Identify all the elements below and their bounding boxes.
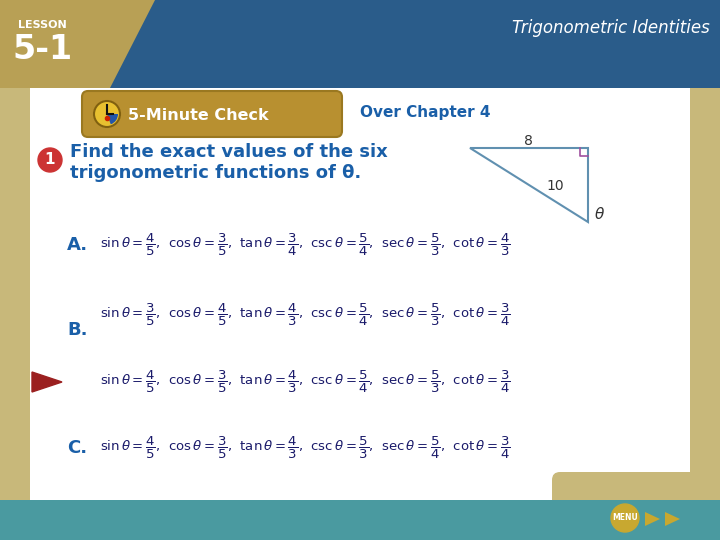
Bar bbox=[30, 88, 690, 503]
Text: $\sin\theta = \dfrac{3}{5}$,  $\cos\theta = \dfrac{4}{5}$,  $\tan\theta = \dfrac: $\sin\theta = \dfrac{3}{5}$, $\cos\theta… bbox=[100, 302, 510, 328]
Polygon shape bbox=[665, 512, 680, 526]
Text: LESSON: LESSON bbox=[18, 20, 67, 30]
Circle shape bbox=[38, 148, 62, 172]
Text: $\sin\theta = \dfrac{4}{5}$,  $\cos\theta = \dfrac{3}{5}$,  $\tan\theta = \dfrac: $\sin\theta = \dfrac{4}{5}$, $\cos\theta… bbox=[100, 435, 510, 461]
Polygon shape bbox=[0, 0, 155, 88]
Polygon shape bbox=[645, 512, 660, 526]
Wedge shape bbox=[107, 114, 118, 124]
Circle shape bbox=[94, 101, 120, 127]
Text: 10: 10 bbox=[546, 179, 564, 193]
Text: $\theta$: $\theta$ bbox=[595, 206, 606, 222]
Polygon shape bbox=[470, 148, 588, 222]
Text: 8: 8 bbox=[523, 134, 532, 148]
Text: $\sin\theta = \dfrac{4}{5}$,  $\cos\theta = \dfrac{3}{5}$,  $\tan\theta = \dfrac: $\sin\theta = \dfrac{4}{5}$, $\cos\theta… bbox=[100, 232, 510, 258]
Text: 5-Minute Check: 5-Minute Check bbox=[127, 107, 269, 123]
Text: Over Chapter 4: Over Chapter 4 bbox=[360, 105, 490, 120]
Text: B.: B. bbox=[67, 321, 88, 339]
Bar bbox=[0, 0, 720, 88]
Bar bbox=[0, 0, 30, 540]
Polygon shape bbox=[32, 372, 62, 392]
Text: $\sin\theta = \dfrac{4}{5}$,  $\cos\theta = \dfrac{3}{5}$,  $\tan\theta = \dfrac: $\sin\theta = \dfrac{4}{5}$, $\cos\theta… bbox=[100, 369, 510, 395]
Text: MENU: MENU bbox=[612, 514, 638, 523]
Bar bbox=[0, 500, 720, 540]
Text: C.: C. bbox=[67, 439, 87, 457]
FancyBboxPatch shape bbox=[82, 91, 342, 137]
Text: Trigonometric Identities: Trigonometric Identities bbox=[512, 19, 710, 37]
Text: 5-1: 5-1 bbox=[12, 33, 72, 66]
Text: trigonometric functions of θ.: trigonometric functions of θ. bbox=[70, 164, 361, 182]
Circle shape bbox=[611, 504, 639, 532]
Text: A.: A. bbox=[67, 236, 88, 254]
FancyBboxPatch shape bbox=[552, 472, 698, 540]
Bar bbox=[690, 0, 720, 540]
Text: 1: 1 bbox=[45, 152, 55, 167]
Text: Find the exact values of the six: Find the exact values of the six bbox=[70, 143, 388, 161]
